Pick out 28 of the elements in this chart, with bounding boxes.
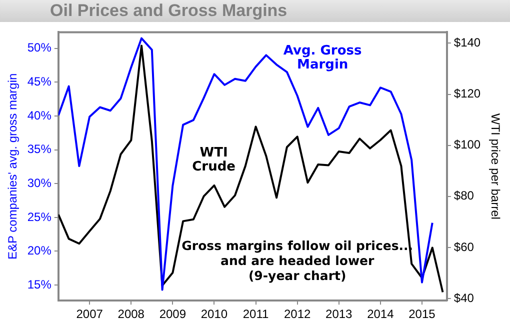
y-tick-label: 50%	[27, 40, 52, 55]
y-tick-label: 40%	[27, 108, 52, 122]
y2-tick-label: $60	[454, 240, 474, 254]
y-axis-title: E&P companies' avg. gross margin	[6, 73, 20, 260]
y-tick-label: 30%	[27, 176, 52, 190]
y-tick-label: 25%	[27, 210, 52, 224]
y2-tick-label: $100	[454, 138, 481, 152]
x-tick-label: 2007	[76, 307, 104, 322]
x-tick-label: 2013	[326, 307, 353, 322]
y2-tick-label: $80	[454, 188, 474, 203]
series-label: Avg. Gross Margin	[283, 43, 362, 72]
x-tick-label: 2015	[408, 307, 436, 322]
x-tick-label: 2008	[118, 307, 145, 322]
y-tick-label: 45%	[27, 74, 52, 89]
y2-axis-title: WTI price per barrel	[488, 113, 502, 220]
y2-tick-label: $120	[454, 86, 481, 101]
x-tick-label: 2009	[159, 307, 186, 322]
x-tick-label: 2014	[367, 307, 394, 322]
y-tick-label: 15%	[27, 277, 52, 292]
y2-tick-label: $140	[454, 35, 481, 50]
y2-tick-label: $40	[454, 290, 474, 305]
series-label: WTI Crude	[192, 145, 236, 174]
chart-title: Oil Prices and Gross Margins	[0, 0, 510, 22]
x-tick-label: 2012	[284, 307, 311, 322]
x-tick-label: 2011	[242, 307, 269, 322]
y-tick-label: 20%	[27, 244, 52, 258]
x-tick-label: 2010	[200, 307, 228, 322]
y-tick-label: 35%	[27, 142, 52, 156]
